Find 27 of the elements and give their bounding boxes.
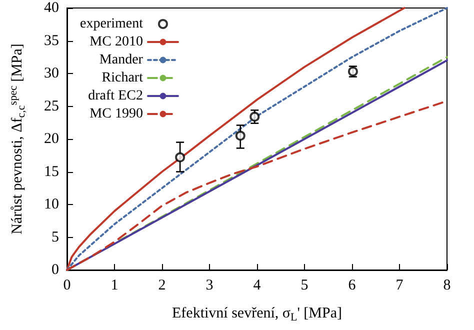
x-tick-label: 2 (158, 278, 166, 294)
x-tick-label: 5 (300, 278, 308, 294)
x-tick-label: 3 (206, 278, 214, 294)
y-tick-label: 40 (44, 0, 59, 16)
x-tick-label: 1 (110, 278, 118, 294)
y-tick-label: 15 (44, 164, 59, 180)
y-tick-label: 5 (52, 229, 59, 246)
legend-label: draft EC2 (88, 88, 143, 104)
y-tick-label: 20 (44, 131, 59, 147)
y-tick-label: 0 (52, 262, 59, 278)
y-axis-title: Nárůst pevnosti, Δfc,cspec [MPa] (8, 44, 28, 234)
legend-label: MC 1990 (90, 106, 143, 122)
y-tick-label: 25 (44, 98, 59, 114)
x-tick-label: 7 (396, 278, 404, 294)
legend-label: MC 2010 (90, 34, 143, 50)
point (235, 130, 246, 141)
y-tick-label: 35 (44, 32, 59, 49)
x-tick-label: 6 (348, 278, 356, 294)
legend-label: Mander (99, 52, 144, 68)
x-tick-label: 8 (443, 278, 451, 294)
x-tick-label: 4 (253, 278, 262, 294)
x-tick-label: 0 (63, 278, 71, 294)
y-tick-label: 30 (44, 66, 59, 82)
legend-label: Richart (102, 70, 144, 86)
y-tick-label: 10 (44, 196, 59, 212)
legend-label: experiment (80, 16, 144, 32)
point (175, 152, 186, 162)
